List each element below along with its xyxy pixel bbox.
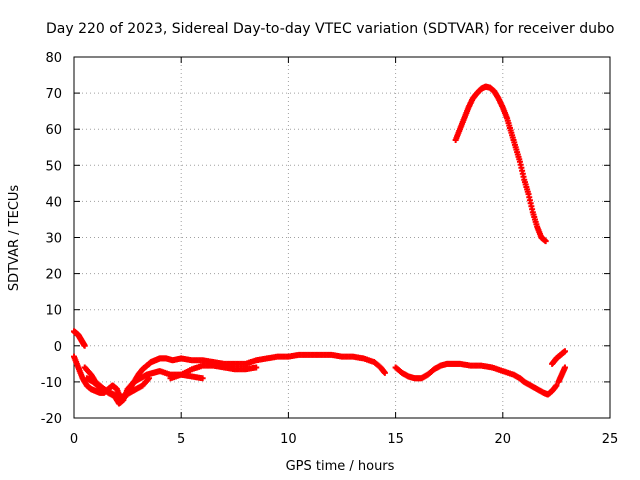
series-track-f xyxy=(392,360,560,398)
x-tick-label: 15 xyxy=(387,432,404,447)
data-point xyxy=(253,364,260,371)
series-layer xyxy=(71,83,568,407)
data-point xyxy=(81,342,88,349)
data-point xyxy=(199,375,206,382)
y-tick-label: 0 xyxy=(54,340,62,355)
y-tick-label: 30 xyxy=(45,232,62,247)
series-track-e xyxy=(83,375,153,400)
x-tick-label: 25 xyxy=(602,432,619,447)
chart-title: Day 220 of 2023, Sidereal Day-to-day VTE… xyxy=(46,21,614,37)
data-point xyxy=(561,364,568,371)
series-track-g xyxy=(549,348,568,367)
y-tick-label: 50 xyxy=(45,159,62,174)
series-high-arc xyxy=(452,83,549,245)
y-tick-label: 80 xyxy=(45,51,62,66)
series-track-d xyxy=(167,362,260,382)
y-tick-label: 20 xyxy=(45,268,62,283)
data-point xyxy=(542,238,549,245)
y-tick-label: -10 xyxy=(41,376,62,391)
series-track-a xyxy=(71,328,88,349)
y-tick-label: 60 xyxy=(45,123,62,138)
series-track-h xyxy=(555,364,568,385)
data-point xyxy=(146,375,153,382)
x-tick-label: 10 xyxy=(280,432,297,447)
axis-ticks: 0 5 10 15 20 25 -20 -10 0 10 20 30 40 50 60 70 80 xyxy=(41,51,619,447)
x-axis-label: GPS time / hours xyxy=(286,459,395,474)
x-tick-label: 5 xyxy=(177,432,185,447)
data-point xyxy=(561,348,568,355)
y-tick-label: 10 xyxy=(45,304,62,319)
grid xyxy=(74,57,610,418)
x-tick-label: 0 xyxy=(70,432,78,447)
y-axis-label: SDTVAR / TECUs xyxy=(7,185,22,292)
data-point xyxy=(553,382,560,389)
y-tick-label: -20 xyxy=(41,412,62,427)
data-point xyxy=(381,369,388,376)
y-tick-label: 70 xyxy=(45,87,62,102)
y-tick-label: 40 xyxy=(45,195,62,210)
x-tick-label: 20 xyxy=(495,432,512,447)
